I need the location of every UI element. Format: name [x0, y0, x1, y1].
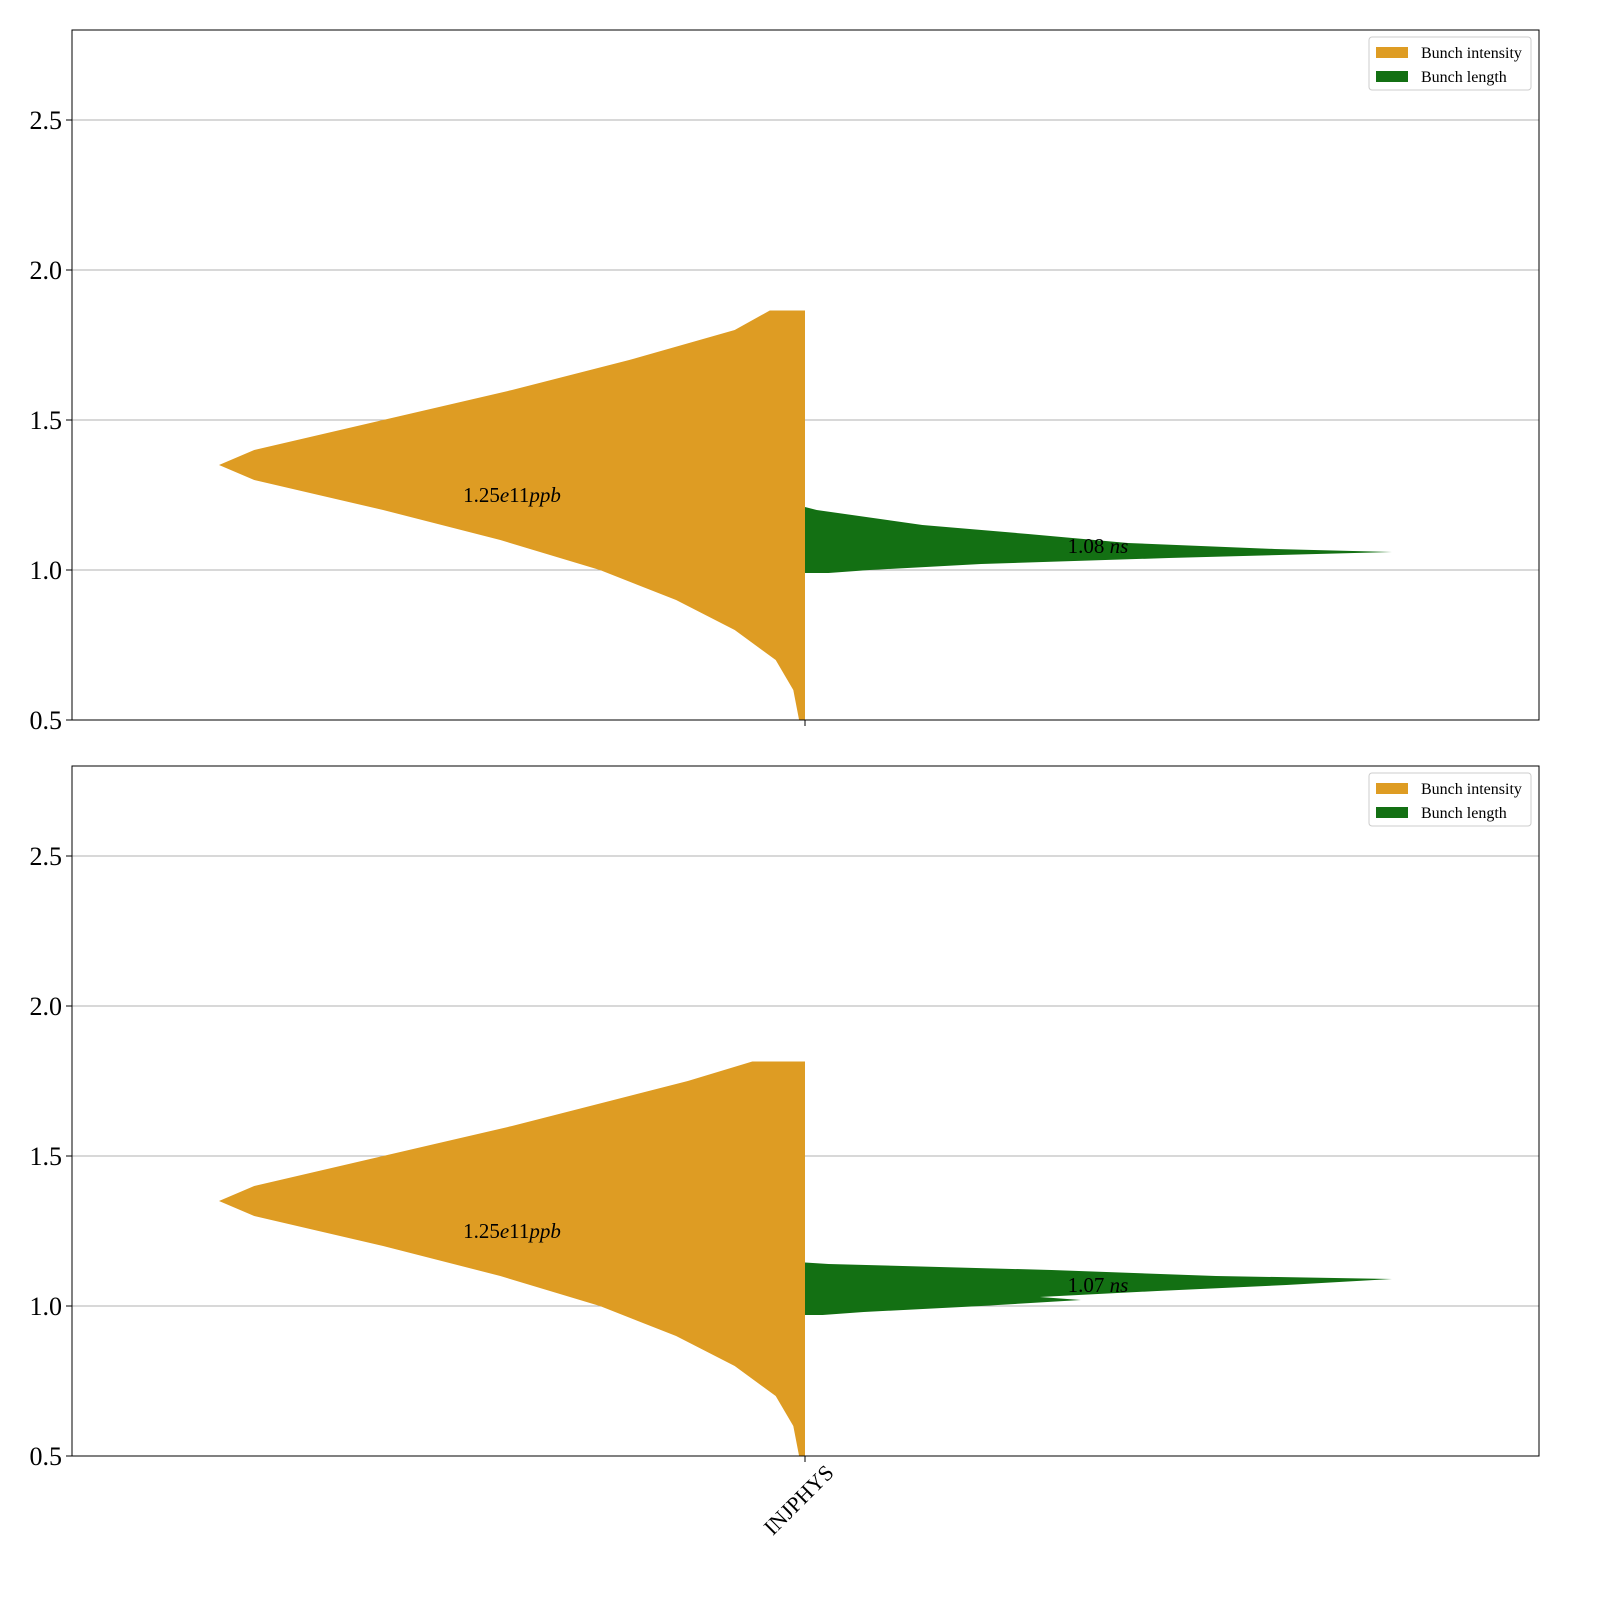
y-tick-label: 1.0 [30, 556, 63, 585]
y-tick-label: 2.0 [30, 256, 63, 285]
legend-entry: Bunch intensity [1421, 781, 1522, 798]
median-label-part: ppb [527, 483, 561, 507]
panel-2: 0.5 1.0 1.5 2.0 2.5 1.25e11ppb 1.07 ns INJPHYS B… [30, 765, 1540, 1540]
median-label-part: 11 [509, 483, 529, 507]
axes-frame [71, 765, 1540, 1457]
median-label-part: e [500, 483, 509, 507]
legend-swatch [1376, 71, 1408, 82]
median-label-part: ns [1110, 1273, 1129, 1297]
legend: Bunch intensity Bunch length [1368, 772, 1532, 827]
y-tick-label: 0.5 [30, 706, 63, 735]
legend-swatch [1376, 47, 1408, 58]
median-label-part: 1.07 [1068, 1273, 1110, 1297]
median-label-part: ns [1110, 534, 1129, 558]
legend-box [1368, 36, 1532, 91]
y-tick-label: 1.5 [30, 1142, 63, 1171]
panel-1: 0.5 1.0 1.5 2.0 2.5 1.25e11ppb 1.08 ns Bunch in… [30, 29, 1540, 735]
grid [72, 855, 1539, 1457]
median-label: 1.25e11ppb [463, 483, 561, 507]
median-label-part: 1.25 [463, 1219, 500, 1243]
median-label-part: 11 [509, 1219, 529, 1243]
legend-entry: Bunch length [1421, 69, 1507, 86]
median-label-part: ppb [527, 1219, 561, 1243]
violin-bunch-length [805, 1262, 1392, 1315]
median-label-part: 1.25 [463, 483, 500, 507]
y-tick-label: 2.5 [30, 842, 63, 871]
legend: Bunch intensity Bunch length [1368, 36, 1532, 91]
violin-bunch-intensity [219, 1061, 805, 1456]
y-tick-label: 2.5 [30, 106, 63, 135]
legend-swatch [1376, 783, 1408, 794]
legend-entry: Bunch length [1421, 805, 1507, 822]
median-label: 1.07 ns [1068, 1273, 1129, 1297]
median-label: 1.25e11ppb [463, 1219, 561, 1243]
y-tick-label: 0.5 [30, 1442, 63, 1471]
y-tick-label: 1.0 [30, 1292, 63, 1321]
legend-swatch [1376, 807, 1408, 818]
axes-frame [71, 29, 1540, 721]
median-label-part: 1.08 [1068, 534, 1110, 558]
x-tick-label: INJPHYS [759, 1460, 839, 1540]
grid [72, 119, 1539, 721]
legend-box [1368, 772, 1532, 827]
y-tick-label: 2.0 [30, 992, 63, 1021]
violin-bunch-intensity [219, 310, 805, 720]
violin-bunch-length [805, 507, 1392, 573]
y-tick-label: 1.5 [30, 406, 63, 435]
median-label: 1.08 ns [1068, 534, 1129, 558]
median-label-part: e [500, 1219, 509, 1243]
legend-entry: Bunch intensity [1421, 45, 1522, 62]
